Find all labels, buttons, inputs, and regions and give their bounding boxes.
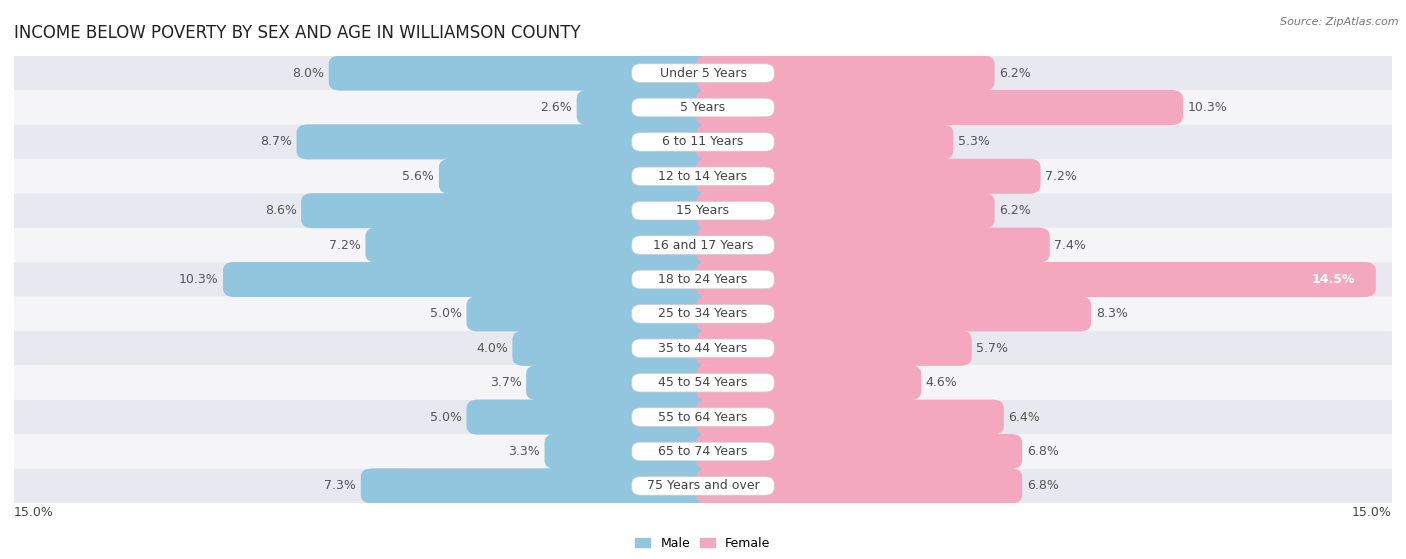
Text: 7.2%: 7.2% (329, 239, 361, 252)
Text: INCOME BELOW POVERTY BY SEX AND AGE IN WILLIAMSON COUNTY: INCOME BELOW POVERTY BY SEX AND AGE IN W… (14, 25, 581, 42)
Text: 5.0%: 5.0% (430, 307, 461, 320)
Text: 8.0%: 8.0% (292, 67, 323, 79)
Text: 6.8%: 6.8% (1026, 445, 1059, 458)
FancyBboxPatch shape (14, 193, 1392, 228)
FancyBboxPatch shape (696, 193, 994, 228)
FancyBboxPatch shape (576, 90, 710, 125)
Text: 2.6%: 2.6% (540, 101, 572, 114)
Text: 10.3%: 10.3% (1188, 101, 1227, 114)
Text: 5.0%: 5.0% (430, 411, 461, 424)
FancyBboxPatch shape (631, 305, 775, 323)
FancyBboxPatch shape (696, 400, 1004, 435)
Text: 6 to 11 Years: 6 to 11 Years (662, 135, 744, 148)
FancyBboxPatch shape (526, 365, 710, 400)
Text: 75 Years and over: 75 Years and over (647, 480, 759, 492)
Text: 8.7%: 8.7% (260, 135, 292, 148)
Text: 6.8%: 6.8% (1026, 480, 1059, 492)
FancyBboxPatch shape (544, 434, 710, 469)
FancyBboxPatch shape (512, 331, 710, 366)
Text: 5.3%: 5.3% (957, 135, 990, 148)
FancyBboxPatch shape (14, 159, 1392, 193)
FancyBboxPatch shape (366, 228, 710, 263)
FancyBboxPatch shape (14, 228, 1392, 262)
FancyBboxPatch shape (696, 55, 994, 91)
FancyBboxPatch shape (224, 262, 710, 297)
Text: Under 5 Years: Under 5 Years (659, 67, 747, 79)
FancyBboxPatch shape (467, 400, 710, 435)
Text: 18 to 24 Years: 18 to 24 Years (658, 273, 748, 286)
FancyBboxPatch shape (696, 296, 1091, 331)
FancyBboxPatch shape (14, 91, 1392, 125)
Text: 6.2%: 6.2% (1000, 67, 1031, 79)
Text: 12 to 14 Years: 12 to 14 Years (658, 170, 748, 183)
FancyBboxPatch shape (14, 262, 1392, 297)
FancyBboxPatch shape (361, 468, 710, 504)
FancyBboxPatch shape (696, 331, 972, 366)
Text: 7.3%: 7.3% (325, 480, 356, 492)
Text: 8.3%: 8.3% (1095, 307, 1128, 320)
Text: 45 to 54 Years: 45 to 54 Years (658, 376, 748, 389)
Text: 25 to 34 Years: 25 to 34 Years (658, 307, 748, 320)
FancyBboxPatch shape (297, 124, 710, 159)
FancyBboxPatch shape (631, 98, 775, 117)
Text: 15 Years: 15 Years (676, 204, 730, 217)
FancyBboxPatch shape (696, 90, 1182, 125)
Text: 5.6%: 5.6% (402, 170, 434, 183)
Text: 55 to 64 Years: 55 to 64 Years (658, 411, 748, 424)
FancyBboxPatch shape (631, 477, 775, 495)
FancyBboxPatch shape (631, 408, 775, 427)
Text: 3.7%: 3.7% (489, 376, 522, 389)
Text: 4.6%: 4.6% (925, 376, 957, 389)
FancyBboxPatch shape (467, 296, 710, 331)
Text: 7.2%: 7.2% (1045, 170, 1077, 183)
Text: 16 and 17 Years: 16 and 17 Years (652, 239, 754, 252)
FancyBboxPatch shape (631, 64, 775, 82)
Text: Source: ZipAtlas.com: Source: ZipAtlas.com (1281, 17, 1399, 27)
Text: 14.5%: 14.5% (1312, 273, 1355, 286)
FancyBboxPatch shape (696, 159, 1040, 194)
Text: 15.0%: 15.0% (14, 506, 53, 519)
Text: 65 to 74 Years: 65 to 74 Years (658, 445, 748, 458)
Text: 5.7%: 5.7% (976, 342, 1008, 355)
FancyBboxPatch shape (696, 228, 1050, 263)
FancyBboxPatch shape (14, 400, 1392, 434)
FancyBboxPatch shape (14, 297, 1392, 331)
Text: 8.6%: 8.6% (264, 204, 297, 217)
Text: 4.0%: 4.0% (475, 342, 508, 355)
FancyBboxPatch shape (14, 125, 1392, 159)
FancyBboxPatch shape (301, 193, 710, 228)
Text: 6.2%: 6.2% (1000, 204, 1031, 217)
FancyBboxPatch shape (696, 468, 1022, 504)
Text: 3.3%: 3.3% (508, 445, 540, 458)
Text: 5 Years: 5 Years (681, 101, 725, 114)
FancyBboxPatch shape (631, 339, 775, 358)
Text: 15.0%: 15.0% (1353, 506, 1392, 519)
FancyBboxPatch shape (14, 366, 1392, 400)
FancyBboxPatch shape (14, 468, 1392, 503)
FancyBboxPatch shape (696, 124, 953, 159)
FancyBboxPatch shape (329, 55, 710, 91)
FancyBboxPatch shape (631, 132, 775, 151)
Text: 7.4%: 7.4% (1054, 239, 1087, 252)
FancyBboxPatch shape (631, 373, 775, 392)
FancyBboxPatch shape (696, 434, 1022, 469)
Text: 35 to 44 Years: 35 to 44 Years (658, 342, 748, 355)
FancyBboxPatch shape (631, 167, 775, 186)
FancyBboxPatch shape (14, 434, 1392, 468)
Legend: Male, Female: Male, Female (630, 532, 776, 555)
FancyBboxPatch shape (439, 159, 710, 194)
FancyBboxPatch shape (14, 56, 1392, 91)
FancyBboxPatch shape (696, 262, 1376, 297)
FancyBboxPatch shape (14, 331, 1392, 366)
FancyBboxPatch shape (631, 236, 775, 254)
FancyBboxPatch shape (631, 442, 775, 461)
FancyBboxPatch shape (696, 365, 921, 400)
FancyBboxPatch shape (631, 270, 775, 289)
FancyBboxPatch shape (631, 201, 775, 220)
Text: 6.4%: 6.4% (1008, 411, 1040, 424)
Text: 10.3%: 10.3% (179, 273, 218, 286)
